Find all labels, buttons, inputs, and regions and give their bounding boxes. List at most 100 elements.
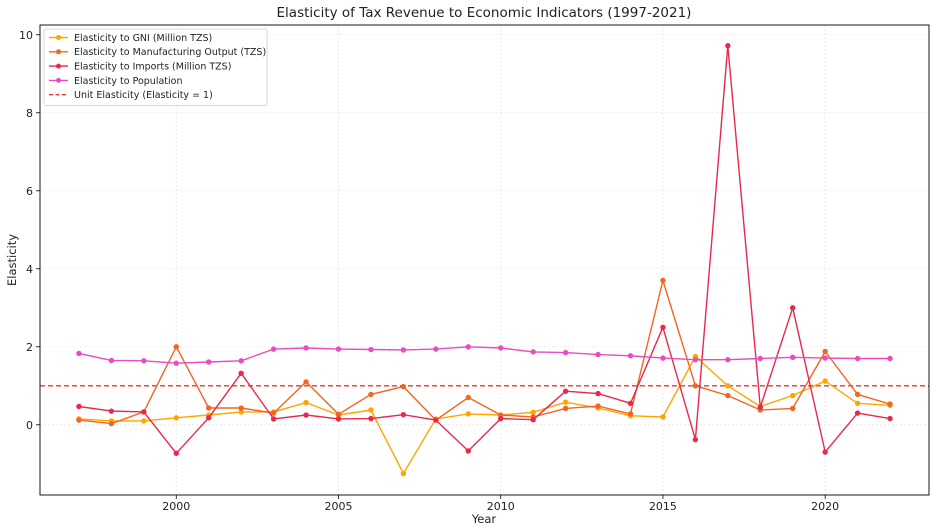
x-axis: 2000 2005 2010 2015 2020 xyxy=(162,495,839,513)
y-tick-label: 6 xyxy=(26,185,33,198)
data-point xyxy=(238,358,244,364)
y-tick-label: 10 xyxy=(19,29,33,42)
data-point xyxy=(141,358,147,364)
data-point xyxy=(692,436,699,443)
data-point xyxy=(206,359,212,365)
data-point xyxy=(303,379,309,385)
series-line xyxy=(78,346,891,364)
series-line xyxy=(78,279,891,425)
legend: Elasticity to GNI (Million TZS) Elasticit… xyxy=(43,28,268,106)
data-point xyxy=(887,355,893,362)
data-point xyxy=(757,404,763,410)
data-point xyxy=(725,383,731,389)
data-point xyxy=(627,353,634,359)
data-point xyxy=(854,391,861,398)
y-tick-label: 4 xyxy=(26,263,33,276)
data-point xyxy=(822,348,828,355)
data-point xyxy=(530,417,536,423)
data-point xyxy=(465,411,471,417)
x-tick-label: 2010 xyxy=(487,500,515,513)
x-tick-label: 2015 xyxy=(649,500,677,513)
data-point xyxy=(562,349,569,356)
x-tick-label: 2020 xyxy=(811,500,839,513)
data-point xyxy=(887,401,893,407)
y-tick-label: 0 xyxy=(26,419,33,432)
data-point xyxy=(141,418,147,424)
legend-item: Elasticity to GNI (Million TZS) xyxy=(49,33,212,44)
data-point xyxy=(141,409,147,415)
data-point xyxy=(173,344,179,350)
data-point xyxy=(790,305,796,311)
data-point xyxy=(757,355,763,362)
data-point xyxy=(790,354,796,361)
data-point xyxy=(627,411,634,417)
data-point xyxy=(335,411,342,417)
data-point xyxy=(368,415,374,422)
data-point xyxy=(303,399,309,406)
data-point xyxy=(368,346,374,353)
data-point xyxy=(173,415,179,421)
data-point xyxy=(400,347,407,353)
legend-item: Unit Elasticity (Elasticity = 1) xyxy=(49,90,213,101)
series-1 xyxy=(76,277,893,427)
data-point xyxy=(76,403,82,410)
data-point xyxy=(400,470,407,477)
data-point xyxy=(887,415,893,422)
plot-frame xyxy=(39,24,930,496)
data-point xyxy=(822,449,828,455)
x-axis-label: Year xyxy=(471,512,497,526)
data-point xyxy=(660,355,666,361)
data-point xyxy=(76,350,82,357)
data-point xyxy=(660,324,666,330)
data-point xyxy=(562,399,569,405)
data-point xyxy=(790,392,796,399)
data-point xyxy=(335,346,342,352)
data-point xyxy=(335,416,342,422)
data-point xyxy=(498,345,504,351)
series-0 xyxy=(76,353,893,477)
legend-item: Elasticity to Manufacturing Output (TZS) xyxy=(49,47,266,58)
data-point xyxy=(270,410,277,416)
data-point xyxy=(303,412,309,418)
data-point xyxy=(725,356,731,363)
data-point xyxy=(400,383,407,390)
data-point xyxy=(660,414,666,420)
legend-marker xyxy=(56,49,61,55)
legend-label: Elasticity to Manufacturing Output (TZS) xyxy=(74,47,266,58)
data-point xyxy=(238,370,244,377)
data-point xyxy=(238,405,244,411)
data-point xyxy=(465,448,471,454)
legend-label: Elasticity to GNI (Million TZS) xyxy=(74,33,212,44)
data-point xyxy=(465,344,471,350)
data-point xyxy=(238,409,244,415)
data-point xyxy=(854,355,861,362)
data-point xyxy=(562,388,569,394)
x-tick-label: 2000 xyxy=(162,500,190,513)
data-point xyxy=(303,345,309,351)
data-point xyxy=(433,417,439,423)
data-point xyxy=(822,355,828,361)
data-point xyxy=(660,277,666,284)
legend-box xyxy=(43,28,268,106)
series-line xyxy=(78,45,891,454)
data-point xyxy=(822,378,828,384)
chart-title: Elasticity of Tax Revenue to Economic In… xyxy=(277,5,692,21)
legend-marker xyxy=(56,77,61,83)
y-axis-label: Elasticity xyxy=(5,234,19,286)
data-point xyxy=(725,42,731,49)
legend-label: Elasticity to Population xyxy=(74,76,182,87)
data-point xyxy=(206,415,212,421)
legend-label: Elasticity to Imports (Million TZS) xyxy=(74,62,231,73)
data-point xyxy=(790,405,796,412)
data-point xyxy=(692,356,699,363)
data-point xyxy=(692,383,699,389)
data-point xyxy=(498,415,504,422)
data-point xyxy=(76,417,82,423)
data-point xyxy=(595,403,601,409)
series-line xyxy=(78,355,891,475)
legend-item: Elasticity to Imports (Million TZS) xyxy=(49,62,231,73)
data-point xyxy=(108,420,115,427)
y-axis: 0 2 4 6 8 10 xyxy=(19,29,40,432)
data-point xyxy=(368,391,374,398)
